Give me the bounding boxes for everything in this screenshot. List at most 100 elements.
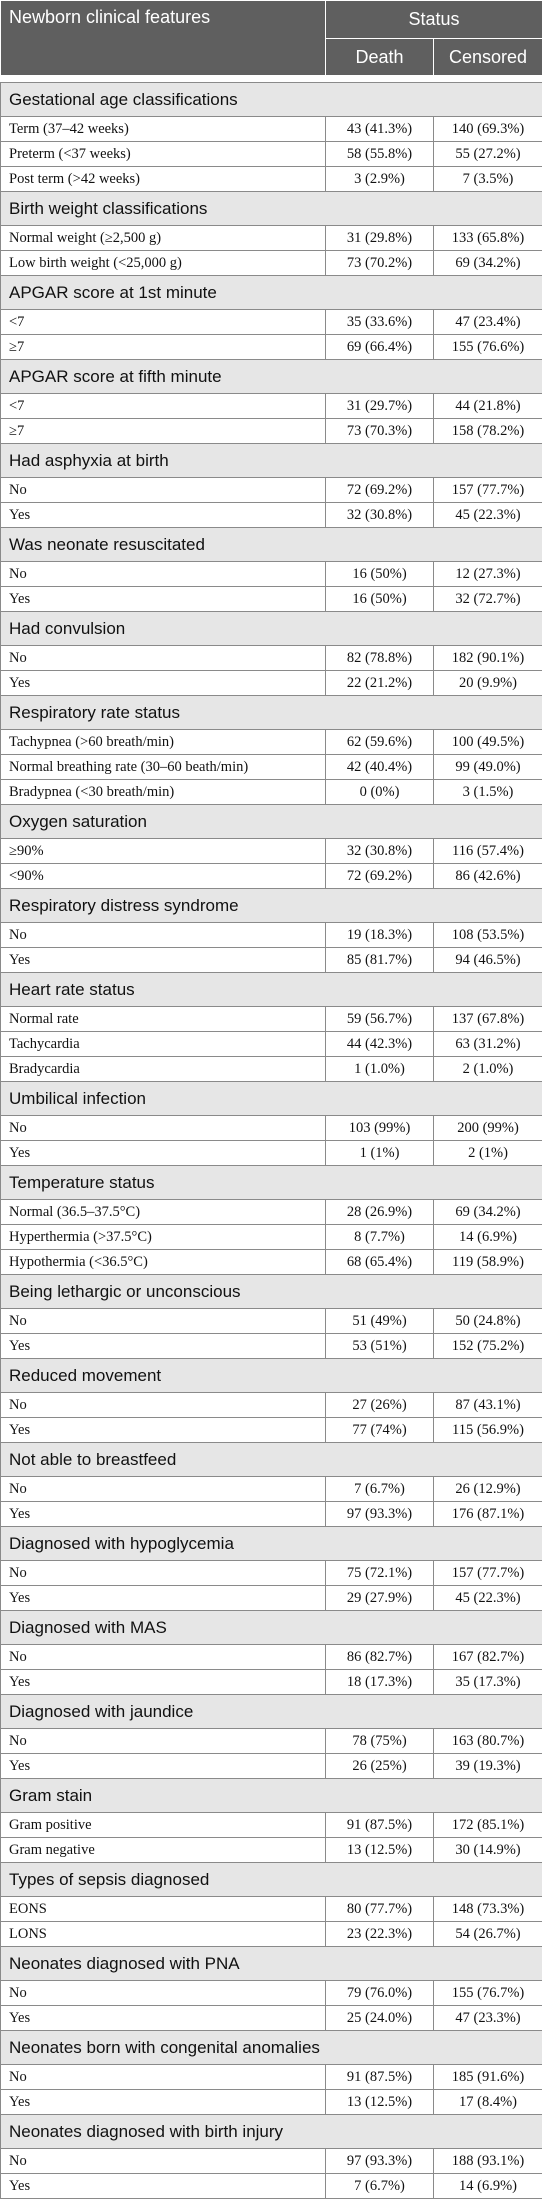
row-label: ≥90% (1, 839, 326, 864)
censored-value: 2 (1%) (434, 1141, 542, 1166)
section-title: Being lethargic or unconscious (1, 1275, 542, 1309)
row-label: Low birth weight (<25,000 g) (1, 251, 326, 276)
censored-value: 87 (43.1%) (434, 1393, 542, 1418)
section-header-row: Neonates diagnosed with PNA (1, 1947, 542, 1981)
row-label: Yes (1, 1586, 326, 1611)
death-value: 27 (26%) (326, 1393, 434, 1418)
row-label: No (1, 646, 326, 671)
censored-value: 7 (3.5%) (434, 167, 542, 192)
section-header-row: Not able to breastfeed (1, 1443, 542, 1477)
row-label: Normal (36.5–37.5°C) (1, 1200, 326, 1225)
table-row: Normal (36.5–37.5°C)28 (26.9%)69 (34.2%) (1, 1200, 542, 1225)
row-label: <7 (1, 394, 326, 419)
death-value: 42 (40.4%) (326, 755, 434, 780)
death-value: 1 (1.0%) (326, 1057, 434, 1082)
section-title: Diagnosed with jaundice (1, 1695, 542, 1729)
censored-value: 69 (34.2%) (434, 251, 542, 276)
section-title: Had asphyxia at birth (1, 444, 542, 478)
section-title: Diagnosed with MAS (1, 1611, 542, 1645)
censored-value: 185 (91.6%) (434, 2065, 542, 2090)
death-value: 51 (49%) (326, 1309, 434, 1334)
censored-value: 47 (23.3%) (434, 2006, 542, 2031)
table-row: Preterm (<37 weeks)58 (55.8%)55 (27.2%) (1, 142, 542, 167)
table-row: Normal weight (≥2,500 g)31 (29.8%)133 (6… (1, 226, 542, 251)
table-row: Tachypnea (>60 breath/min)62 (59.6%)100 … (1, 730, 542, 755)
row-label: Yes (1, 948, 326, 973)
censored-value: 3 (1.5%) (434, 780, 542, 805)
section-header-row: Had convulsion (1, 612, 542, 646)
death-value: 77 (74%) (326, 1418, 434, 1443)
row-label: Yes (1, 587, 326, 612)
row-label: No (1, 1393, 326, 1418)
death-value: 1 (1%) (326, 1141, 434, 1166)
death-value: 19 (18.3%) (326, 923, 434, 948)
censored-value: 45 (22.3%) (434, 503, 542, 528)
censored-value: 182 (90.1%) (434, 646, 542, 671)
section-title: APGAR score at fifth minute (1, 360, 542, 394)
death-value: 26 (25%) (326, 1754, 434, 1779)
row-label: Yes (1, 671, 326, 696)
censored-value: 63 (31.2%) (434, 1032, 542, 1057)
section-header-row: Diagnosed with jaundice (1, 1695, 542, 1729)
censored-value: 108 (53.5%) (434, 923, 542, 948)
death-value: 103 (99%) (326, 1116, 434, 1141)
section-header-row: Being lethargic or unconscious (1, 1275, 542, 1309)
death-value: 32 (30.8%) (326, 839, 434, 864)
death-value: 13 (12.5%) (326, 2090, 434, 2115)
section-title: Respiratory distress syndrome (1, 889, 542, 923)
row-label: No (1, 1981, 326, 2006)
row-label: Yes (1, 1418, 326, 1443)
row-label: EONS (1, 1897, 326, 1922)
row-label: No (1, 1561, 326, 1586)
death-value: 79 (76.0%) (326, 1981, 434, 2006)
censored-value: 32 (72.7%) (434, 587, 542, 612)
censored-value: 35 (17.3%) (434, 1670, 542, 1695)
section-header-row: Had asphyxia at birth (1, 444, 542, 478)
censored-value: 30 (14.9%) (434, 1838, 542, 1863)
death-value: 7 (6.7%) (326, 2174, 434, 2199)
censored-value: 148 (73.3%) (434, 1897, 542, 1922)
death-value: 91 (87.5%) (326, 2065, 434, 2090)
section-title: Oxygen saturation (1, 805, 542, 839)
section-title: Types of sepsis diagnosed (1, 1863, 542, 1897)
death-value: 73 (70.3%) (326, 419, 434, 444)
row-label: No (1, 562, 326, 587)
death-value: 31 (29.7%) (326, 394, 434, 419)
censored-value: 140 (69.3%) (434, 117, 542, 142)
row-label: No (1, 2149, 326, 2174)
censored-value: 116 (57.4%) (434, 839, 542, 864)
section-title: Not able to breastfeed (1, 1443, 542, 1477)
section-header-row: Respiratory distress syndrome (1, 889, 542, 923)
section-header-row: Reduced movement (1, 1359, 542, 1393)
section-title: Was neonate resuscitated (1, 528, 542, 562)
censored-value: 99 (49.0%) (434, 755, 542, 780)
row-label: Yes (1, 1334, 326, 1359)
row-label: ≥7 (1, 419, 326, 444)
section-title: Heart rate status (1, 973, 542, 1007)
death-value: 44 (42.3%) (326, 1032, 434, 1057)
censored-value: 44 (21.8%) (434, 394, 542, 419)
row-label: No (1, 1309, 326, 1334)
row-label: Yes (1, 1670, 326, 1695)
row-label: <7 (1, 310, 326, 335)
section-header-row: Gram stain (1, 1779, 542, 1813)
section-title: Respiratory rate status (1, 696, 542, 730)
death-value: 32 (30.8%) (326, 503, 434, 528)
death-value: 68 (65.4%) (326, 1250, 434, 1275)
